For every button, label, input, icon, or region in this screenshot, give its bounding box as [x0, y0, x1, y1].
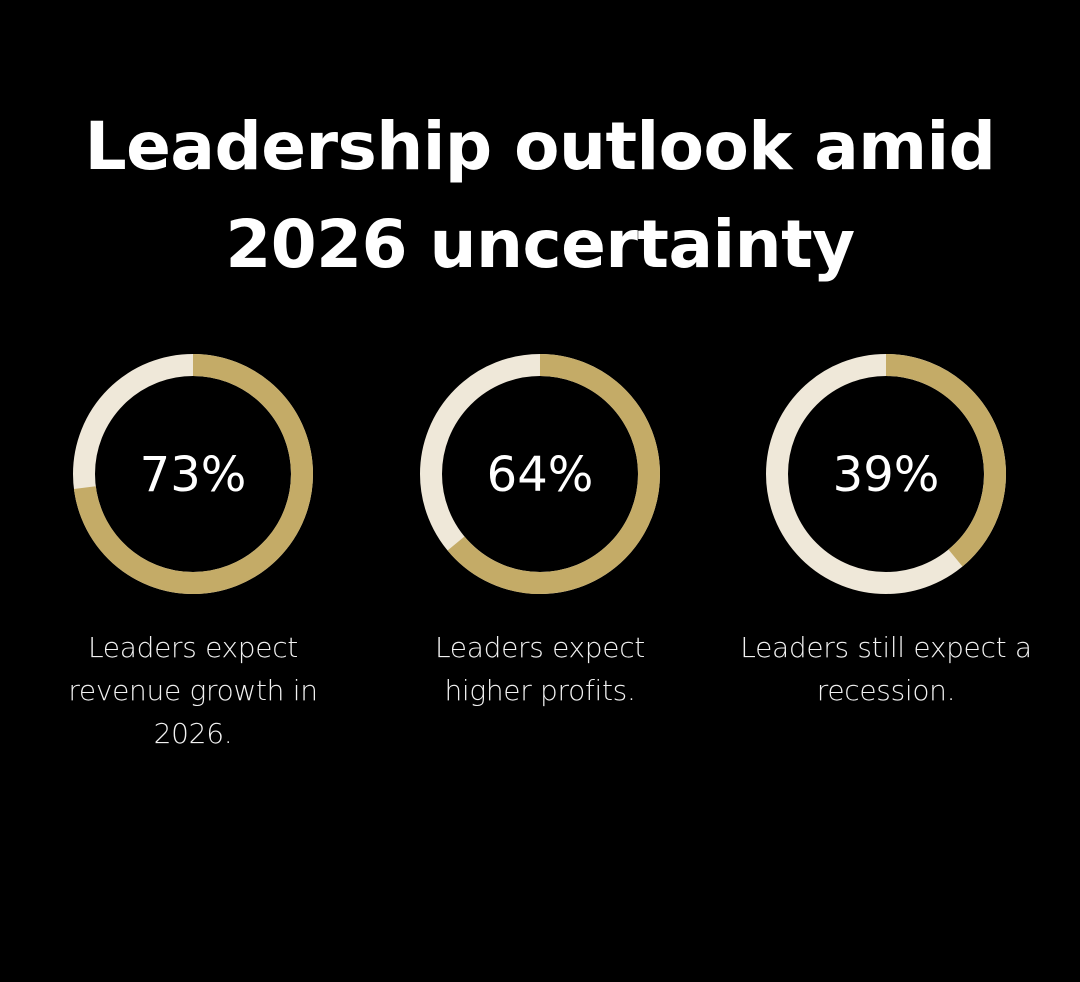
donut-value-label-recession: 39%: [833, 447, 940, 503]
stat-caption-profits: Leaders expect higher profits.: [435, 631, 645, 707]
title-line-2: 2026 uncertainty: [225, 206, 855, 283]
page-title: Leadership outlook amid 2026 uncertainty: [0, 98, 1080, 294]
donut-chart-recession: 39%: [766, 354, 1006, 594]
title-line-1: Leadership outlook amid: [84, 108, 996, 185]
stat-card-revenue: 73% Leaders expect revenue growth in 202…: [43, 354, 343, 750]
donut-arc-profits: [447, 354, 660, 594]
donut-arc-revenue: [73, 354, 313, 594]
donut-value-label-revenue: 73%: [140, 447, 247, 503]
stat-caption-revenue: Leaders expect revenue growth in 2026.: [68, 631, 318, 750]
stat-caption-recession: Leaders still expect a recession.: [740, 631, 1032, 707]
donut-arc-recession: [885, 354, 1006, 567]
stat-card-profits: 64% Leaders expect higher profits.: [390, 354, 690, 707]
donut-chart-revenue: 73%: [73, 354, 313, 594]
stat-card-recession: 39% Leaders still expect a recession.: [736, 354, 1036, 707]
donut-chart-profits: 64%: [420, 354, 660, 594]
donut-value-label-profits: 64%: [487, 447, 594, 503]
